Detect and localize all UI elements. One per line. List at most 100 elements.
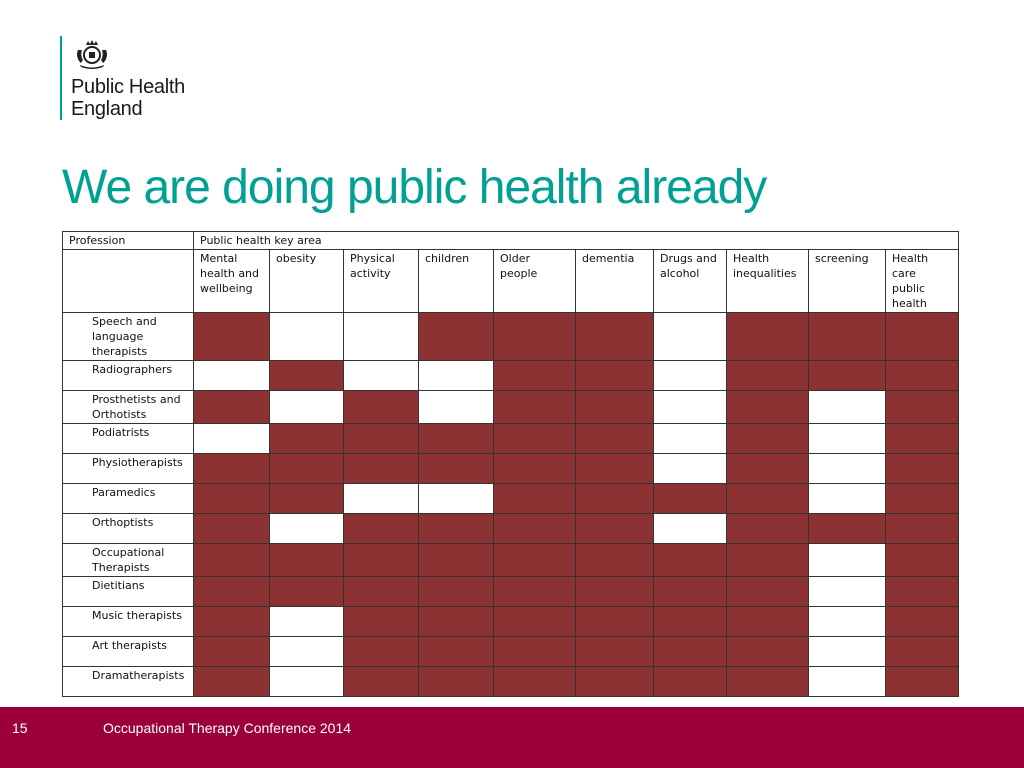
empty-cell <box>269 312 344 361</box>
filled-cell <box>884 312 960 361</box>
table-row: Paramedics <box>62 483 960 514</box>
column-header: Mental health and wellbeing <box>193 249 270 313</box>
empty-cell <box>808 390 886 424</box>
filled-cell <box>493 666 576 697</box>
filled-cell <box>418 513 494 544</box>
empty-cell <box>269 636 344 667</box>
filled-cell <box>343 390 419 424</box>
filled-cell <box>575 312 654 361</box>
filled-cell <box>653 483 727 514</box>
filled-cell <box>193 543 270 577</box>
filled-cell <box>343 636 419 667</box>
filled-cell <box>343 423 419 454</box>
empty-cell <box>808 636 886 667</box>
filled-cell <box>343 576 419 607</box>
filled-cell <box>884 666 960 697</box>
logo-line-2: England <box>71 98 143 120</box>
empty-cell <box>193 360 270 391</box>
table-row: Speech and language therapists <box>62 312 960 361</box>
filled-cell <box>575 453 654 484</box>
filled-cell <box>493 576 576 607</box>
filled-cell <box>418 666 494 697</box>
empty-cell <box>269 606 344 637</box>
filled-cell <box>726 360 809 391</box>
filled-cell <box>193 513 270 544</box>
empty-cell <box>653 453 727 484</box>
empty-cell <box>269 390 344 424</box>
empty-cell <box>653 390 727 424</box>
filled-cell <box>726 576 809 607</box>
column-header: obesity <box>269 249 344 313</box>
filled-cell <box>418 453 494 484</box>
filled-cell <box>269 453 344 484</box>
filled-cell <box>884 576 960 607</box>
column-header: screening <box>808 249 886 313</box>
table-row: Music therapists <box>62 606 960 637</box>
filled-cell <box>575 606 654 637</box>
filled-cell <box>884 543 960 577</box>
filled-cell <box>343 666 419 697</box>
empty-cell <box>653 423 727 454</box>
profession-cell: Dramatherapists <box>62 666 194 697</box>
filled-cell <box>726 390 809 424</box>
crest-icon <box>77 40 107 69</box>
filled-cell <box>726 666 809 697</box>
filled-cell <box>884 636 960 667</box>
filled-cell <box>726 453 809 484</box>
profession-cell: Paramedics <box>62 483 194 514</box>
profession-cell: Music therapists <box>62 606 194 637</box>
profession-cell: Dietitians <box>62 576 194 607</box>
empty-cell <box>418 483 494 514</box>
filled-cell <box>808 360 886 391</box>
filled-cell <box>269 576 344 607</box>
filled-cell <box>653 543 727 577</box>
filled-cell <box>653 576 727 607</box>
profession-header: Profession <box>62 231 194 250</box>
column-header: children <box>418 249 494 313</box>
filled-cell <box>808 312 886 361</box>
filled-cell <box>418 576 494 607</box>
filled-cell <box>343 453 419 484</box>
filled-cell <box>269 483 344 514</box>
column-header: dementia <box>575 249 654 313</box>
filled-cell <box>193 453 270 484</box>
filled-cell <box>193 576 270 607</box>
column-header: Physical activity <box>343 249 419 313</box>
table-row: Art therapists <box>62 636 960 667</box>
filled-cell <box>418 423 494 454</box>
filled-cell <box>575 666 654 697</box>
column-header: Older people <box>493 249 576 313</box>
filled-cell <box>726 483 809 514</box>
filled-cell <box>493 543 576 577</box>
filled-cell <box>575 423 654 454</box>
empty-cell <box>653 312 727 361</box>
slide-title: We are doing public health already <box>62 161 767 214</box>
table-row: Dramatherapists <box>62 666 960 697</box>
filled-cell <box>884 606 960 637</box>
filled-cell <box>193 312 270 361</box>
filled-cell <box>493 390 576 424</box>
empty-cell <box>808 453 886 484</box>
empty-cell <box>653 513 727 544</box>
filled-cell <box>884 453 960 484</box>
profession-cell: Orthoptists <box>62 513 194 544</box>
filled-cell <box>418 636 494 667</box>
table-row: Radiographers <box>62 360 960 391</box>
empty-cell <box>343 312 419 361</box>
filled-cell <box>726 636 809 667</box>
filled-cell <box>884 423 960 454</box>
slide-number: 15 <box>12 720 28 736</box>
phe-logo: Public Health England <box>60 36 240 126</box>
filled-cell <box>493 606 576 637</box>
filled-cell <box>884 483 960 514</box>
filled-cell <box>575 390 654 424</box>
filled-cell <box>493 423 576 454</box>
empty-cell <box>653 360 727 391</box>
table-header-row: Profession Public health key area <box>62 231 960 250</box>
empty-cell <box>343 360 419 391</box>
empty-cell <box>193 423 270 454</box>
column-header: Drugs and alcohol <box>653 249 727 313</box>
empty-header-cell <box>62 249 194 313</box>
profession-cell: Podiatrists <box>62 423 194 454</box>
filled-cell <box>726 543 809 577</box>
